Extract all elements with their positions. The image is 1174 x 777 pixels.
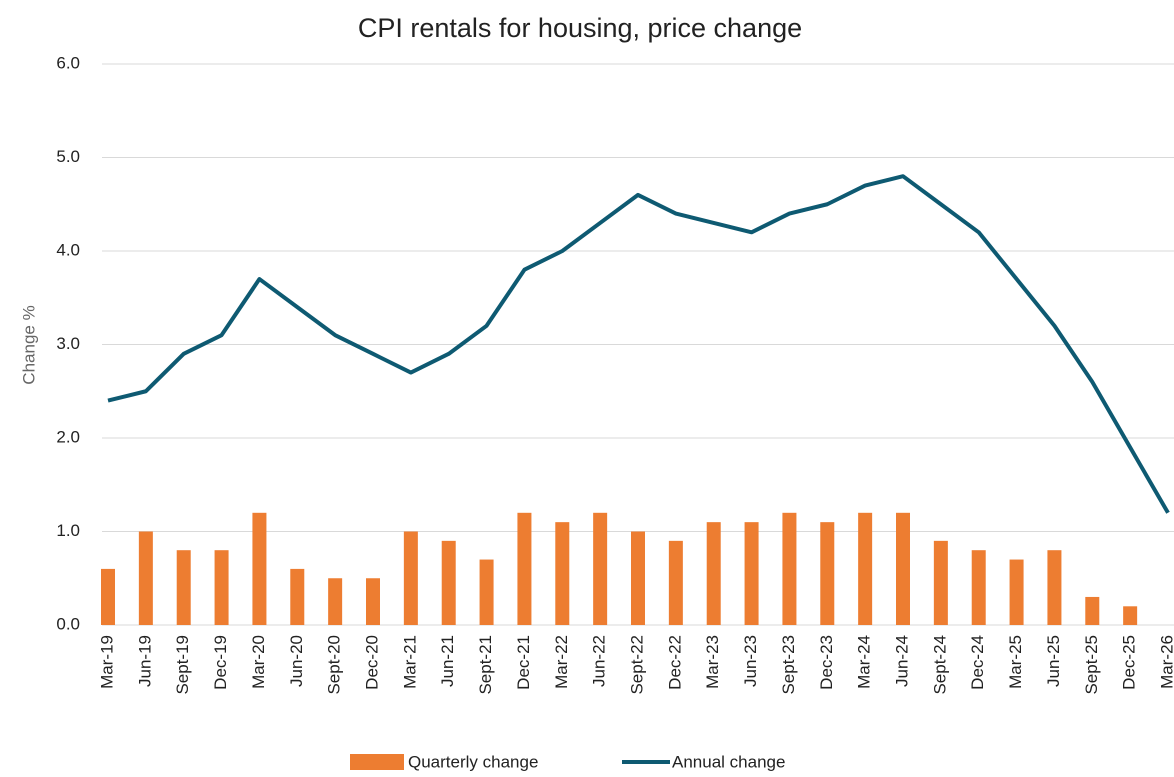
x-tick-label: Jun-25	[1044, 635, 1063, 687]
x-tick-label: Jun-23	[741, 635, 760, 687]
bar	[517, 512, 532, 625]
x-tick-label: Jun-19	[135, 635, 154, 687]
bar	[631, 531, 645, 625]
x-tick-label: Dec-19	[211, 635, 230, 690]
legend-label: Annual change	[672, 752, 785, 771]
bar	[782, 512, 797, 625]
bar	[214, 550, 229, 625]
y-tick-label: 0.0	[56, 614, 80, 633]
x-tick-label: Sept-20	[325, 635, 344, 695]
bar	[1047, 550, 1062, 625]
x-tick-label: Dec-21	[514, 635, 533, 690]
y-tick-label: 1.0	[56, 521, 80, 540]
bar	[441, 540, 456, 625]
bar	[668, 540, 683, 625]
bar	[820, 522, 835, 625]
bar	[593, 512, 608, 625]
y-tick-label: 3.0	[56, 334, 80, 353]
x-tick-label: Dec-24	[968, 635, 987, 690]
x-tick-label: Dec-22	[665, 635, 684, 690]
bar	[138, 531, 153, 625]
x-tick-label: Jun-20	[287, 635, 306, 687]
x-tick-label: Mar-26	[1157, 635, 1174, 689]
y-axis-label: Change %	[19, 305, 38, 384]
x-tick-label: Sept-19	[173, 635, 192, 695]
x-tick-label: Sept-24	[930, 635, 949, 695]
bar	[1123, 606, 1138, 625]
bar	[858, 512, 873, 625]
y-tick-label: 6.0	[56, 53, 80, 72]
x-tick-label: Dec-20	[362, 635, 381, 690]
bar	[896, 512, 910, 625]
legend-swatch	[350, 754, 404, 770]
y-tick-label: 2.0	[56, 427, 80, 446]
bar	[101, 568, 115, 625]
bar	[176, 550, 191, 625]
x-tick-label: Sept-23	[779, 635, 798, 695]
bar	[555, 522, 570, 625]
bar	[366, 578, 380, 625]
bar	[1085, 596, 1100, 625]
bar	[290, 568, 305, 625]
x-tick-label: Jun-21	[438, 635, 457, 687]
bar	[971, 550, 986, 625]
bar	[479, 559, 494, 625]
y-tick-label: 4.0	[56, 240, 80, 259]
legend-label: Quarterly change	[408, 752, 538, 771]
x-tick-label: Mar-23	[703, 635, 722, 689]
bar	[933, 540, 948, 625]
y-tick-label: 5.0	[56, 147, 80, 166]
x-tick-label: Mar-20	[249, 635, 268, 689]
x-tick-label: Dec-25	[1120, 635, 1139, 690]
x-tick-label: Sept-22	[627, 635, 646, 695]
x-tick-label: Mar-19	[97, 635, 116, 689]
line	[107, 174, 1170, 514]
x-tick-label: Jun-22	[590, 635, 609, 687]
bar	[403, 531, 418, 625]
bar	[252, 512, 267, 625]
bar	[706, 522, 721, 625]
bar	[1009, 559, 1024, 625]
x-tick-label: Mar-22	[552, 635, 571, 689]
bar	[744, 522, 759, 625]
bar	[328, 578, 343, 625]
x-tick-label: Mar-25	[1006, 635, 1025, 689]
chart-title: CPI rentals for housing, price change	[358, 13, 802, 43]
x-tick-label: Jun-24	[892, 635, 911, 687]
x-tick-label: Mar-21	[400, 635, 419, 689]
x-tick-label: Sept-25	[1082, 635, 1101, 695]
x-tick-label: Mar-24	[855, 635, 874, 689]
x-tick-label: Dec-23	[817, 635, 836, 690]
x-tick-label: Sept-21	[476, 635, 495, 695]
